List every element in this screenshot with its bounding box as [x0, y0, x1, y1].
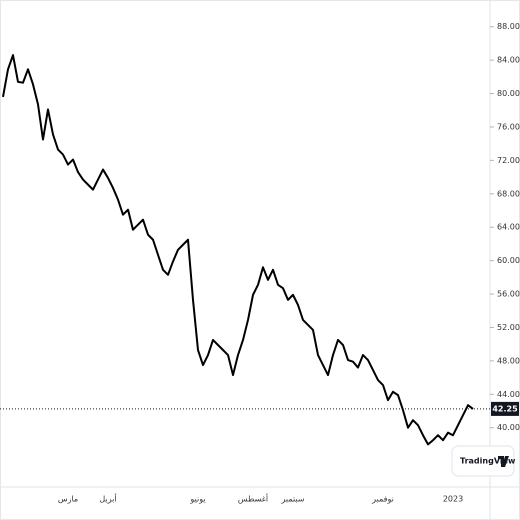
x-tick-label: أغسطس [238, 494, 268, 504]
x-tick-label: مارس [58, 495, 78, 504]
price-line [2, 54, 474, 446]
last-price-label: 42.25 [492, 404, 518, 413]
y-tick-label: 72.00 [497, 156, 520, 165]
y-tick-label: 44.00 [497, 390, 520, 399]
x-tick-label: يونيو [189, 495, 205, 504]
y-tick-label: 40.00 [497, 423, 520, 432]
y-tick-label: 88.00 [497, 22, 520, 31]
y-tick-label: 52.00 [497, 323, 520, 332]
y-tick-label: 64.00 [497, 223, 520, 232]
logo-badge: TradingView [451, 445, 516, 477]
logo-icon [498, 456, 509, 467]
last-price-box [491, 401, 519, 416]
y-tick-label: 68.00 [497, 189, 520, 198]
logo-text: TradingView [460, 457, 516, 466]
y-tick-label: 80.00 [497, 89, 520, 98]
y-tick-label: 48.00 [497, 356, 520, 365]
y-tick-label: 56.00 [497, 290, 520, 299]
y-tick-label: 84.00 [497, 56, 520, 65]
x-tick-label: 2023 [443, 495, 463, 504]
logo-box [451, 445, 515, 477]
x-tick-label: سبتمبر [281, 495, 305, 504]
y-tick-label: 60.00 [497, 256, 520, 265]
x-tick-label: نوفمبر [371, 495, 394, 504]
y-tick-label: 76.00 [497, 122, 520, 131]
x-tick-label: أبريل [99, 494, 116, 504]
